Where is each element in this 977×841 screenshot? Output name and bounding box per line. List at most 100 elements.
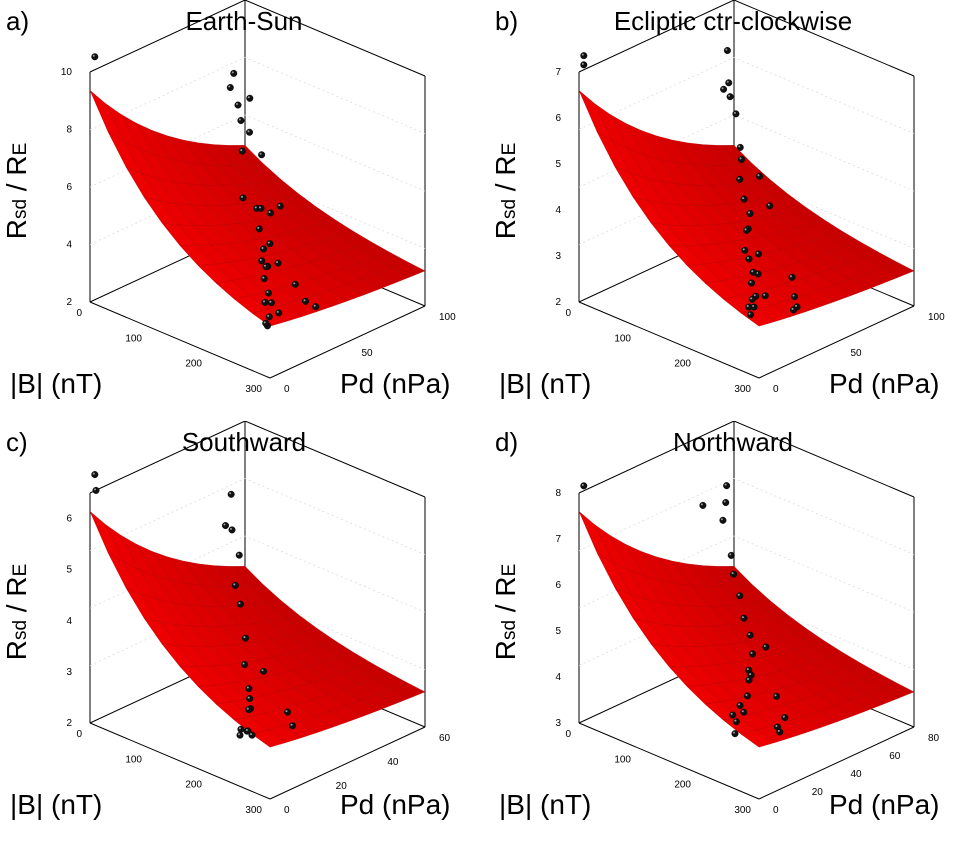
data-point [776,728,784,736]
z-tick-label: 0 [284,384,290,395]
y-tick-label: 7 [555,67,561,78]
data-point-highlight [746,305,749,307]
y-label-sub2: E [10,563,31,577]
data-point-highlight [229,492,232,495]
data-point-highlight [749,281,752,283]
data-point-highlight [257,226,260,229]
z-tick-label: 40 [851,769,863,780]
y-axis-label: Rsd / RE [1,116,33,266]
box-edge [758,726,915,800]
data-point [276,202,284,210]
data-point [748,279,756,287]
panel-letter: c) [6,427,28,457]
z-axis-label: Pd (nPa) [340,368,451,399]
x-tick-label: 200 [185,780,202,791]
z-tick-label: 20 [336,781,348,792]
data-point [746,631,754,639]
data-point-highlight [748,312,751,315]
data-point [736,175,744,183]
data-point-highlight [245,728,248,731]
box-edge [758,305,915,379]
data-point [302,297,310,305]
y-tick-label: 2 [66,718,72,729]
data-point-highlight [261,247,264,250]
data-point [241,634,249,642]
y-label-sub: sd [499,619,520,641]
data-point-highlight [237,553,240,556]
box-edge [89,722,271,800]
data-point-highlight [742,248,745,251]
data-point [720,85,728,93]
y-tick-label: 4 [66,616,72,627]
data-point [235,551,243,559]
data-point [236,600,244,608]
y-tick-label: 2 [66,297,72,308]
data-point-highlight [737,593,740,596]
z-axis-label: Pd (nPa) [829,368,940,399]
data-point [722,499,730,507]
data-point [246,695,254,703]
y-tick-label: 6 [555,580,561,591]
data-point-highlight [246,686,249,689]
data-point [766,202,774,210]
y-tick-label: 7 [555,534,561,545]
z-tick-label: 50 [851,348,863,359]
data-point-highlight [92,472,95,475]
data-point-highlight [238,602,241,605]
data-point-highlight [228,85,231,88]
data-point [741,246,749,254]
y-label-main: R [1,640,32,661]
x-tick-label: 200 [185,359,202,370]
data-point-highlight [238,733,240,736]
data-point-highlight [262,276,265,279]
data-point-highlight [267,241,270,244]
data-point-highlight [763,645,766,647]
y-tick-label: 3 [555,718,561,729]
panel-title: Ecliptic ctr-clockwise [613,6,853,36]
data-point [262,319,270,327]
z-tick-label: 40 [387,757,399,768]
data-point-highlight [276,261,278,264]
y-label-sep: / R [490,576,521,620]
data-point [266,240,274,248]
y-axis-label: Rsd / RE [490,116,522,266]
data-point-highlight [733,731,735,734]
y-label-sub: sd [10,619,31,641]
data-point [260,275,268,283]
data-point-highlight [581,483,584,486]
data-point [239,194,247,202]
data-point-highlight [581,62,584,65]
data-point [747,311,755,319]
data-point [725,79,733,87]
data-point-highlight [744,228,747,231]
data-point [730,570,738,578]
data-point-highlight [92,54,95,57]
panel-title: Northward [673,427,793,457]
data-point [731,730,739,738]
z-axis-label: Pd (nPa) [340,789,451,820]
data-point [749,268,757,276]
data-point [246,94,254,102]
data-point-highlight [230,527,232,530]
y-label-sep: / R [490,155,521,199]
data-point-highlight [261,669,264,672]
data-point [221,522,229,530]
data-point-highlight [748,633,751,636]
x-tick-label: 200 [674,780,691,791]
box-edge [578,0,735,73]
data-point [234,101,242,109]
data-point-highlight [725,48,728,51]
data-point-highlight [752,305,754,307]
box-edge [89,301,271,379]
data-point [289,722,297,730]
data-point-highlight [276,310,279,313]
data-point-highlight [264,264,266,267]
panel-letter: d) [495,427,519,457]
data-point [781,714,789,722]
data-point [745,303,753,311]
data-point [737,155,745,163]
y-label-main: R [490,219,521,240]
data-point-highlight [753,294,756,297]
data-point-highlight [240,149,243,152]
x-tick-label: 0 [565,308,571,319]
